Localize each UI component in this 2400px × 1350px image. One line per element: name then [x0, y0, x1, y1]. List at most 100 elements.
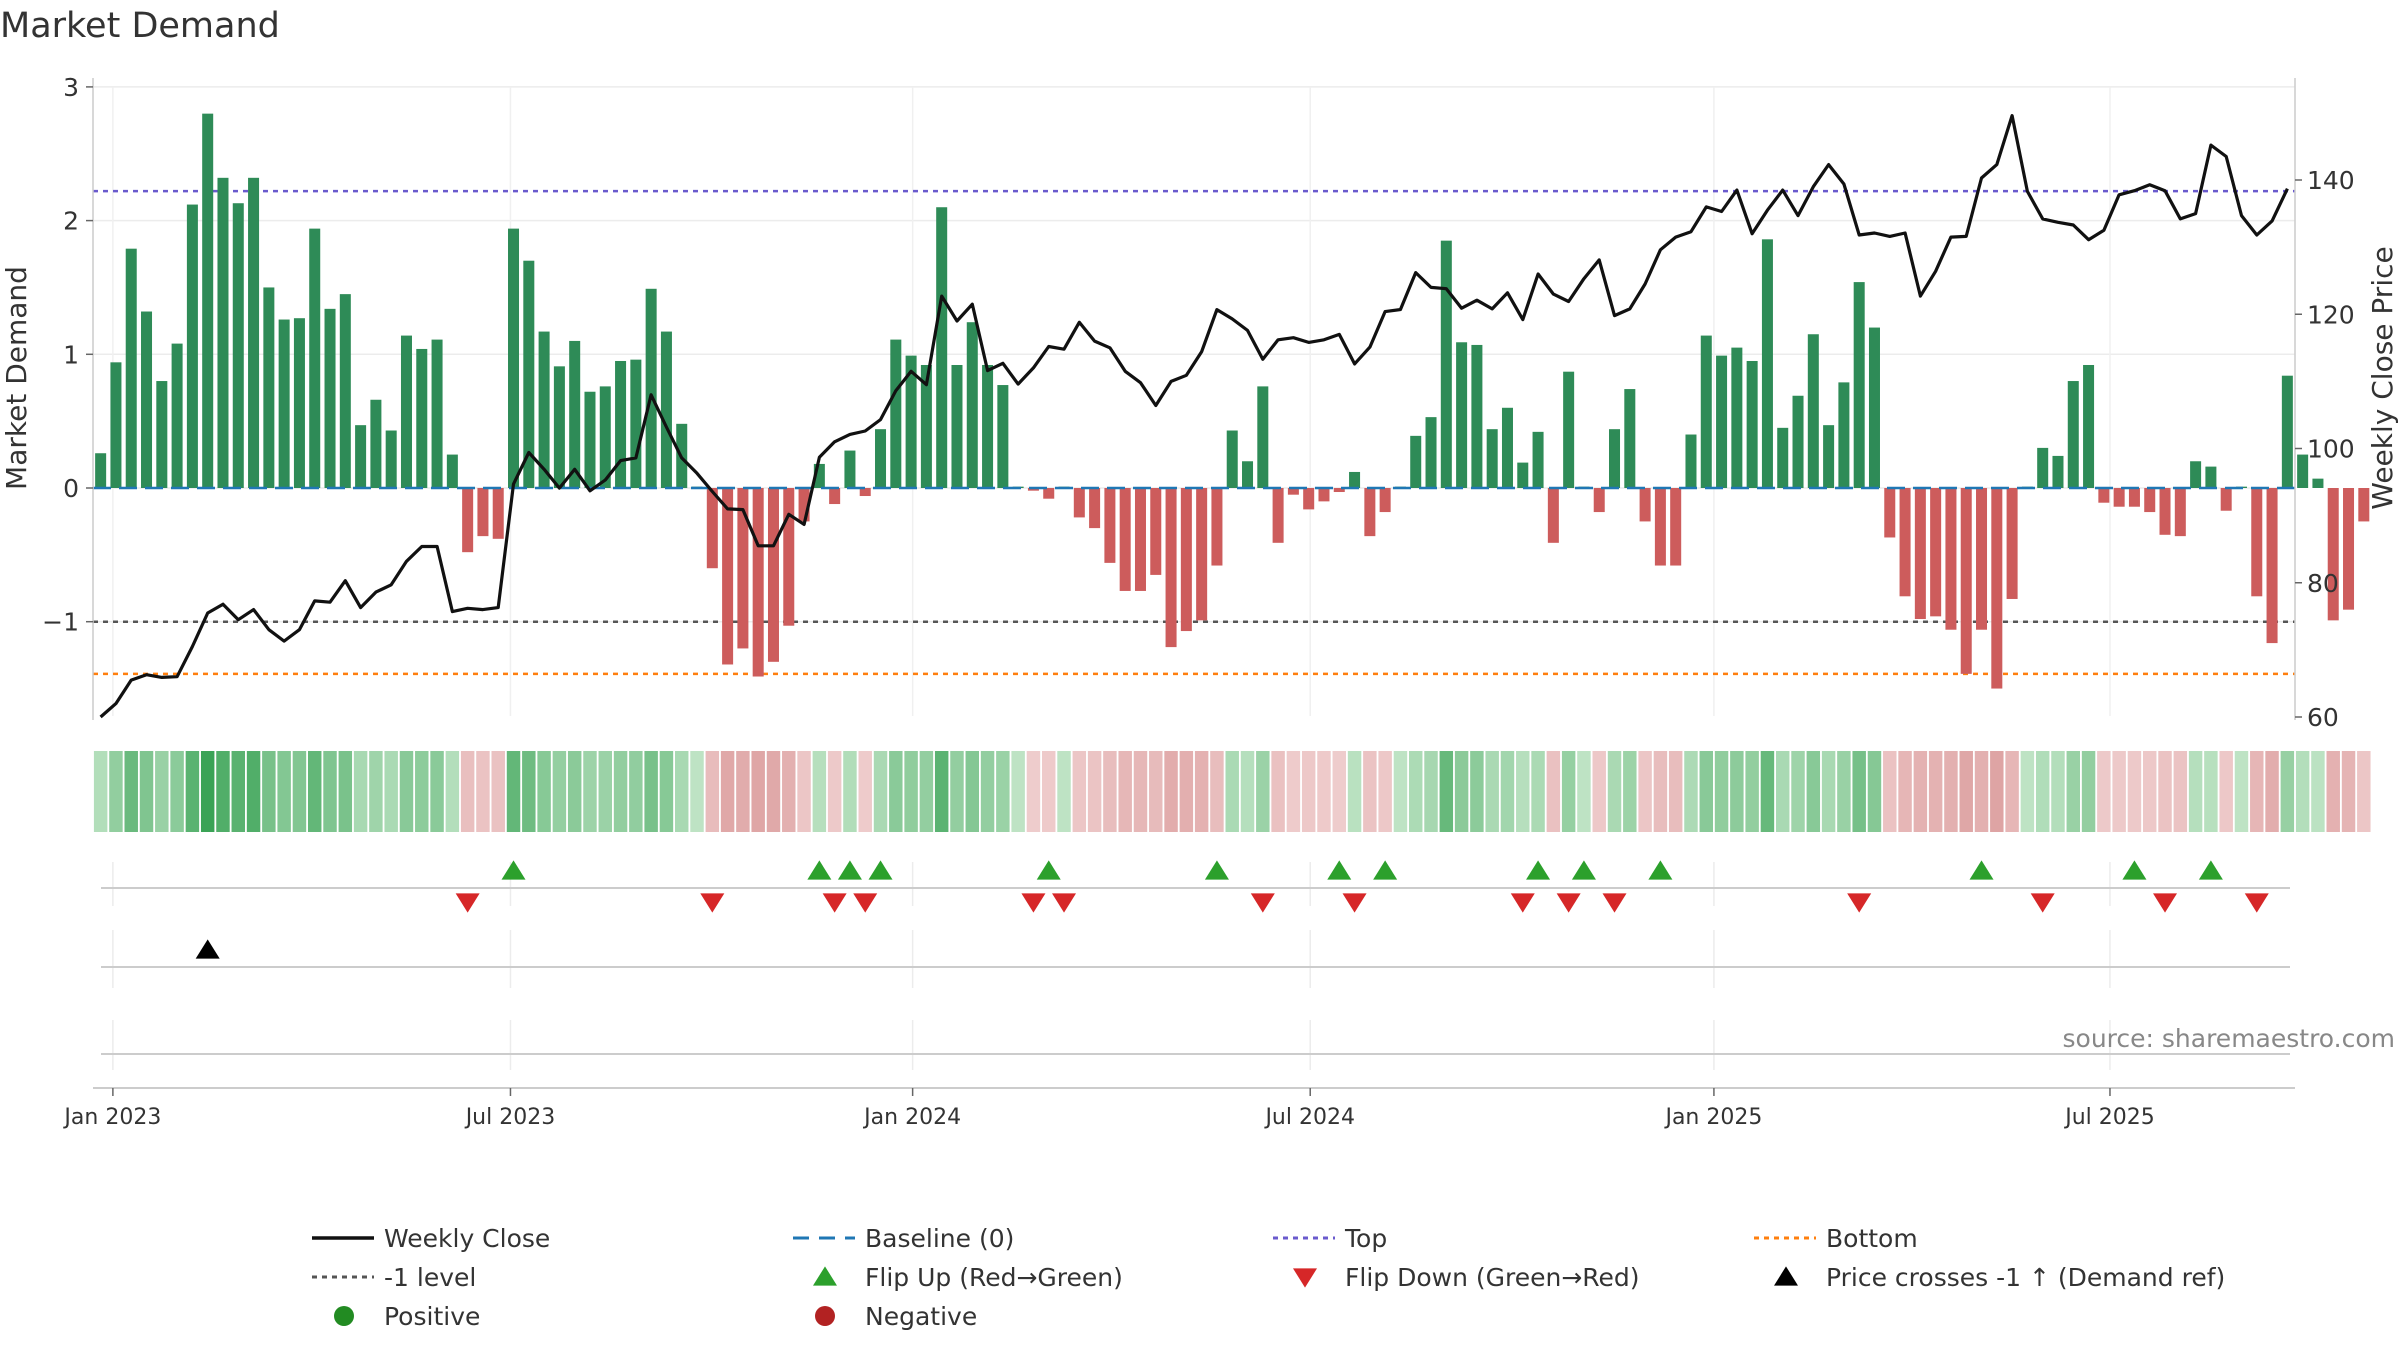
demand-bar — [1119, 488, 1131, 591]
heat-cell — [246, 751, 261, 832]
heat-cell — [1898, 751, 1912, 832]
heat-cell — [1301, 751, 1316, 832]
demand-bar — [2098, 488, 2110, 503]
heat-cell — [1607, 751, 1622, 832]
x-tick-label: Jul 2025 — [2063, 1105, 2155, 1130]
flip-down-marker — [1556, 893, 1581, 913]
flip-up-marker — [837, 860, 862, 880]
heat-cell — [277, 751, 291, 832]
heat-cell — [1179, 751, 1194, 832]
demand-bar — [1761, 239, 1773, 488]
demand-bar — [1027, 488, 1039, 491]
flip-up-marker — [501, 860, 526, 880]
price-cross-marker — [195, 939, 220, 959]
legend-label: Flip Up (Red→Green) — [865, 1263, 1123, 1292]
demand-bar — [1838, 382, 1850, 488]
heat-cell — [919, 751, 934, 832]
flip-markers-panel — [101, 860, 2290, 913]
demand-bar — [1364, 488, 1376, 537]
heat-cell — [1806, 751, 1821, 832]
flip-up-marker — [1036, 860, 1061, 880]
demand-bar — [722, 488, 734, 665]
demand-bar — [997, 385, 1009, 488]
heat-cell — [1286, 751, 1301, 832]
heat-cell — [1638, 751, 1652, 832]
demand-bar — [1272, 488, 1284, 543]
heat-cell — [338, 751, 353, 832]
demand-bar — [966, 322, 978, 488]
heat-cell — [1546, 751, 1561, 832]
flip-up-marker — [1373, 860, 1398, 880]
heat-cell — [1883, 751, 1897, 832]
heat-cell — [858, 751, 872, 832]
demand-bar — [767, 488, 779, 662]
legend-label: Flip Down (Green→Red) — [1345, 1263, 1640, 1292]
demand-bar — [523, 260, 535, 488]
demand-bar — [446, 454, 458, 488]
demand-bar — [1456, 342, 1468, 488]
heat-cell — [2173, 751, 2188, 832]
demand-bar — [1777, 427, 1789, 488]
demand-bar — [951, 364, 963, 488]
demand-bar — [2312, 478, 2324, 488]
flip-down-marker — [2244, 893, 2269, 913]
demand-bar — [156, 381, 168, 488]
legend-swatch-triangle-up — [1774, 1266, 1798, 1286]
heat-cell — [231, 751, 245, 832]
demand-bar — [1180, 488, 1192, 632]
flip-up-marker — [807, 860, 832, 880]
demand-bar — [95, 453, 107, 488]
heat-cell — [2341, 751, 2356, 832]
heat-cell — [384, 751, 398, 832]
heat-cell — [537, 751, 551, 832]
demand-bar — [920, 364, 932, 488]
demand-bar — [293, 318, 305, 488]
heat-cell — [1087, 751, 1102, 832]
heat-cell — [2188, 751, 2203, 832]
heat-cell — [1944, 751, 1958, 832]
legend-label: Negative — [865, 1302, 977, 1331]
heat-cell — [1653, 751, 1668, 832]
heat-cell — [2066, 751, 2080, 832]
demand-bar — [1196, 488, 1208, 621]
flip-up-marker — [2122, 860, 2147, 880]
y2-tick-label: 80 — [2307, 569, 2339, 598]
heat-cell — [950, 751, 964, 832]
heat-cell — [1592, 751, 1606, 832]
heat-cell — [185, 751, 200, 832]
heat-cell — [93, 751, 108, 832]
demand-bar — [752, 488, 764, 677]
heat-cell — [1730, 751, 1744, 832]
flip-up-marker — [1571, 860, 1596, 880]
demand-bar — [1868, 327, 1880, 488]
heat-cell — [1561, 751, 1576, 832]
heat-cell — [583, 751, 597, 832]
demand-bar — [1563, 371, 1575, 488]
legend-label: Baseline (0) — [865, 1224, 1014, 1253]
demand-bar — [1517, 462, 1529, 488]
flip-down-marker — [1847, 893, 1872, 913]
y2-tick-label: 120 — [2307, 300, 2355, 329]
y-axis-label: Market Demand — [0, 266, 33, 490]
demand-bar — [875, 429, 887, 488]
flip-down-marker — [1510, 893, 1535, 913]
demand-bar — [125, 248, 137, 488]
demand-bar — [813, 463, 825, 488]
x-tick-label: Jul 2024 — [1263, 1105, 1355, 1130]
demand-bar — [2205, 466, 2217, 488]
demand-bar — [1501, 407, 1513, 488]
heat-cell — [2280, 751, 2295, 832]
demand-bar — [2174, 488, 2186, 537]
demand-bar — [1976, 488, 1988, 630]
demand-bar — [1471, 344, 1483, 488]
heat-cell — [1210, 751, 1224, 832]
heat-cell — [904, 751, 918, 832]
axes: 3 2 1 0 −1 140 120 100 80 60 — [42, 73, 2355, 732]
demand-bar — [1853, 282, 1865, 488]
flip-up-marker — [1204, 860, 1229, 880]
weekly-close-series — [99, 113, 2289, 719]
heat-cell — [353, 751, 368, 832]
legend-swatch-dot — [815, 1306, 835, 1326]
y-tick-label: 1 — [63, 340, 79, 369]
demand-bar — [2113, 488, 2125, 507]
